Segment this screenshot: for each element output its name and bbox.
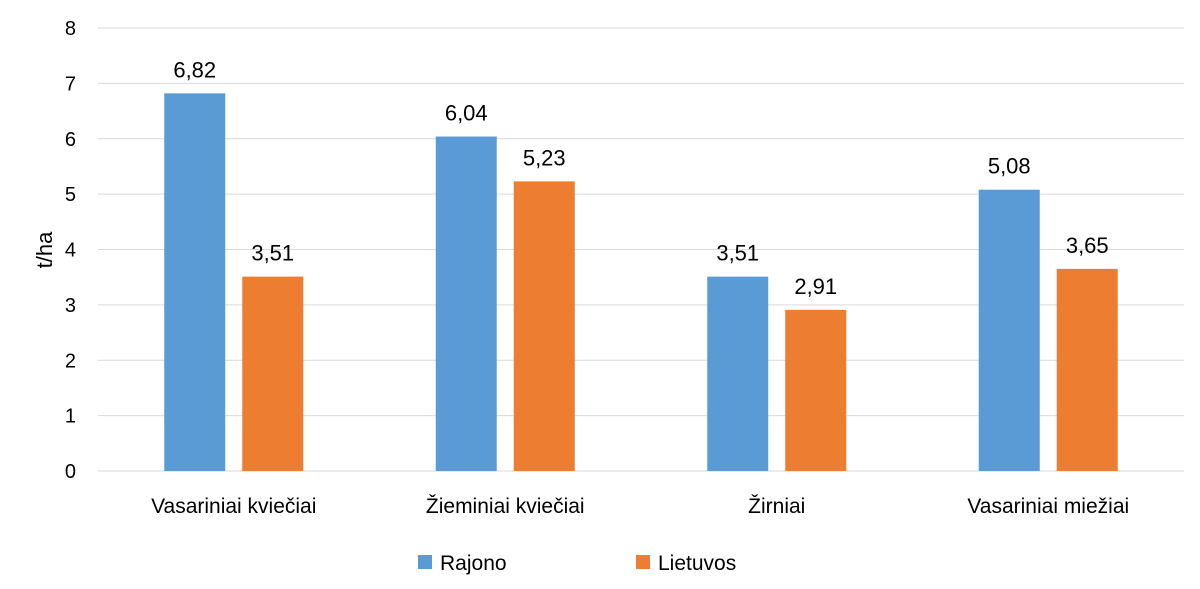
- legend: Rajono Lietuvos: [418, 552, 736, 575]
- y-tick-label: 5: [65, 184, 76, 206]
- x-category-label: Vasariniai kviečiai: [151, 495, 316, 518]
- data-label: 6,04: [445, 101, 488, 126]
- bar-lietuvos: [242, 276, 304, 471]
- y-tick-label: 2: [65, 350, 76, 372]
- data-label: 3,51: [251, 241, 294, 266]
- y-axis-title: t/ha: [32, 231, 57, 268]
- x-axis-categories: Vasariniai kviečiai Žieminiai kviečiai Žir…: [151, 495, 1129, 518]
- x-category-label: Žirniai: [748, 495, 805, 518]
- legend-swatch: [636, 555, 650, 569]
- y-axis-ticks: 0 1 2 3 4 5 6 7 8: [65, 18, 76, 483]
- bar-lietuvos: [513, 181, 575, 472]
- legend-item-rajono: Rajono: [418, 552, 507, 575]
- x-category-label: Vasariniai miežiai: [967, 495, 1129, 518]
- bar-rajono: [164, 93, 226, 471]
- data-label: 2,91: [794, 274, 837, 299]
- data-label: 5,08: [988, 154, 1031, 179]
- bar-rajono: [707, 276, 769, 471]
- y-tick-label: 7: [65, 73, 76, 95]
- bars: [164, 93, 1118, 472]
- legend-label: Rajono: [440, 552, 507, 575]
- legend-label: Lietuvos: [658, 552, 736, 575]
- data-label: 3,51: [716, 241, 759, 266]
- data-label: 6,82: [173, 57, 216, 82]
- data-label: 3,65: [1066, 233, 1109, 258]
- bar-rajono: [435, 136, 497, 471]
- y-tick-label: 8: [65, 18, 76, 40]
- y-tick-label: 0: [65, 461, 76, 483]
- bar-lietuvos: [785, 309, 847, 471]
- y-tick-label: 1: [65, 406, 76, 428]
- bar-rajono: [978, 189, 1040, 471]
- x-category-label: Žieminiai kviečiai: [426, 495, 585, 518]
- data-label: 5,23: [523, 145, 566, 170]
- legend-item-lietuvos: Lietuvos: [636, 552, 736, 575]
- y-tick-label: 6: [65, 129, 76, 151]
- data-labels: 6,82 3,51 6,04 5,23 3,51 2,91 5,08 3,65: [173, 57, 1108, 299]
- y-tick-label: 3: [65, 295, 76, 317]
- bar-lietuvos: [1056, 268, 1118, 471]
- legend-swatch: [418, 555, 432, 569]
- y-tick-label: 4: [65, 240, 76, 262]
